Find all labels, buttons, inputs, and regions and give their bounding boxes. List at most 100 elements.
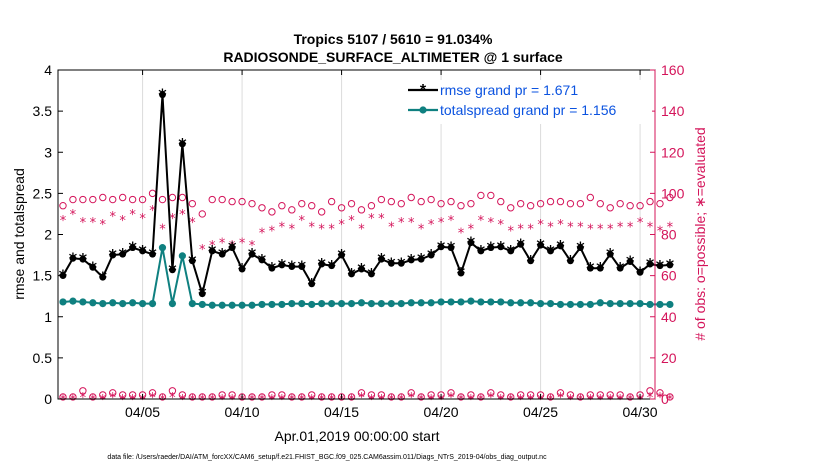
possible-obs-point-low	[656, 389, 664, 397]
rmse-point	[537, 241, 544, 249]
evaluated-obs-point: *	[378, 212, 385, 227]
rmse-point-star: *	[407, 250, 416, 269]
evaluated-obs-point-low: *	[557, 391, 564, 406]
possible-obs-point	[407, 193, 415, 202]
evaluated-obs-point-low: *	[408, 391, 415, 406]
evaluated-obs-point: *	[279, 220, 286, 235]
possible-obs-point-low	[546, 393, 555, 401]
totalspread-point	[487, 298, 495, 306]
evaluated-obs-point-low: *	[129, 393, 136, 408]
possible-obs-point	[387, 197, 396, 206]
rmse-point-star: *	[327, 256, 336, 275]
possible-obs-point	[626, 202, 634, 210]
possible-obs-point	[238, 197, 246, 206]
evaluated-obs-point-low: *	[527, 393, 534, 408]
totalspread-point	[158, 244, 167, 252]
possible-obs-point-low	[248, 393, 256, 401]
possible-obs-point	[357, 206, 366, 214]
evaluated-obs-point-low: *	[468, 393, 475, 408]
possible-obs-point-low	[606, 391, 614, 399]
rmse-point	[477, 247, 485, 255]
evaluated-obs-point-low: *	[209, 393, 216, 408]
evaluated-obs-point-low: *	[229, 393, 236, 408]
totalspread-point	[248, 301, 256, 309]
possible-obs-point	[317, 208, 326, 216]
rmse-point-star: *	[238, 260, 247, 279]
rmse-point-star: *	[457, 264, 466, 283]
possible-obs-point-low	[576, 393, 585, 401]
totalspread-point	[517, 299, 525, 307]
totalspread-point	[666, 300, 674, 309]
totalspread-point	[258, 300, 266, 309]
rmse-point-star: *	[317, 255, 326, 274]
evaluated-obs-point-low: *	[448, 391, 455, 406]
left-tick-label: 1	[44, 309, 52, 325]
rmse-point-star: *	[198, 284, 207, 303]
evaluated-obs-point: *	[547, 220, 554, 235]
rmse-point	[69, 254, 77, 262]
rmse-point	[636, 268, 644, 276]
evaluated-obs-point-low: *	[418, 393, 425, 408]
evaluated-obs-point: *	[249, 239, 256, 254]
possible-obs-point	[188, 199, 197, 208]
totalspread-point	[546, 299, 555, 308]
rmse-point	[288, 263, 296, 270]
possible-obs-point	[377, 195, 386, 204]
evaluated-obs-point: *	[557, 218, 564, 233]
possible-obs-point	[69, 195, 77, 204]
rmse-point-star: *	[626, 252, 635, 271]
totalspread-point	[298, 299, 306, 308]
rmse-point-star: *	[427, 246, 436, 265]
possible-obs-point	[656, 199, 664, 208]
legend-rmse-marker: *	[420, 82, 427, 99]
rmse-point	[248, 250, 256, 258]
evaluated-obs-point: *	[458, 226, 465, 241]
possible-obs-point-low	[89, 393, 97, 401]
rmse-point	[646, 260, 654, 268]
possible-obs-point-low	[268, 391, 276, 399]
evaluated-obs-point-low: *	[179, 393, 186, 408]
evaluated-obs-point: *	[80, 216, 87, 231]
evaluated-obs-point-low: *	[657, 391, 664, 406]
rmse-point-star: *	[118, 245, 127, 264]
possible-obs-point-low	[347, 393, 356, 401]
evaluated-obs-point-low: *	[109, 391, 116, 406]
possible-obs-point	[487, 191, 495, 200]
possible-obs-point	[566, 199, 575, 208]
possible-obs-point	[556, 197, 565, 206]
rmse-point-star: *	[367, 264, 376, 283]
legend: * rmse grand pr = 1.671 totalspread gran…	[404, 80, 652, 124]
evaluated-obs-point-low: *	[458, 393, 465, 408]
evaluated-obs-point-low: *	[577, 393, 584, 408]
rmse-point-star: *	[526, 251, 535, 270]
rmse-point	[178, 140, 186, 148]
totalspread-point	[238, 301, 246, 309]
totalspread-point	[636, 299, 644, 308]
evaluated-obs-point-low: *	[587, 393, 594, 408]
possible-obs-point	[148, 189, 157, 198]
left-axis-ticks: 0 0.5 1 1.5 2 2.5 3 3.5 4	[33, 62, 63, 407]
totalspread-point	[268, 300, 276, 309]
rmse-point-star: *	[566, 251, 575, 270]
rmse-point-star: *	[606, 245, 615, 264]
possible-obs-point-low	[447, 389, 455, 397]
rmse-point-star: *	[397, 254, 406, 273]
possible-obs-point	[308, 202, 316, 210]
rmse-point	[507, 247, 515, 255]
possible-obs-point	[109, 195, 117, 204]
evaluated-obs-point-low: *	[388, 393, 395, 408]
right-tick-label: 60	[661, 268, 677, 284]
possible-obs-point	[516, 199, 525, 208]
possible-obs-point-low	[69, 393, 77, 401]
evaluated-obs-point: *	[348, 214, 355, 229]
right-tick-label: 80	[661, 227, 677, 243]
possible-obs-point-low	[526, 391, 535, 399]
possible-obs-point	[278, 202, 286, 210]
evaluated-obs-point-low: *	[328, 393, 335, 408]
evaluated-obs-point: *	[159, 222, 166, 237]
evaluated-obs-point-low: *	[368, 393, 375, 408]
right-tick-label: 160	[661, 62, 685, 78]
left-tick-label: 3	[44, 144, 52, 160]
evaluated-obs-point-low: *	[299, 393, 306, 408]
